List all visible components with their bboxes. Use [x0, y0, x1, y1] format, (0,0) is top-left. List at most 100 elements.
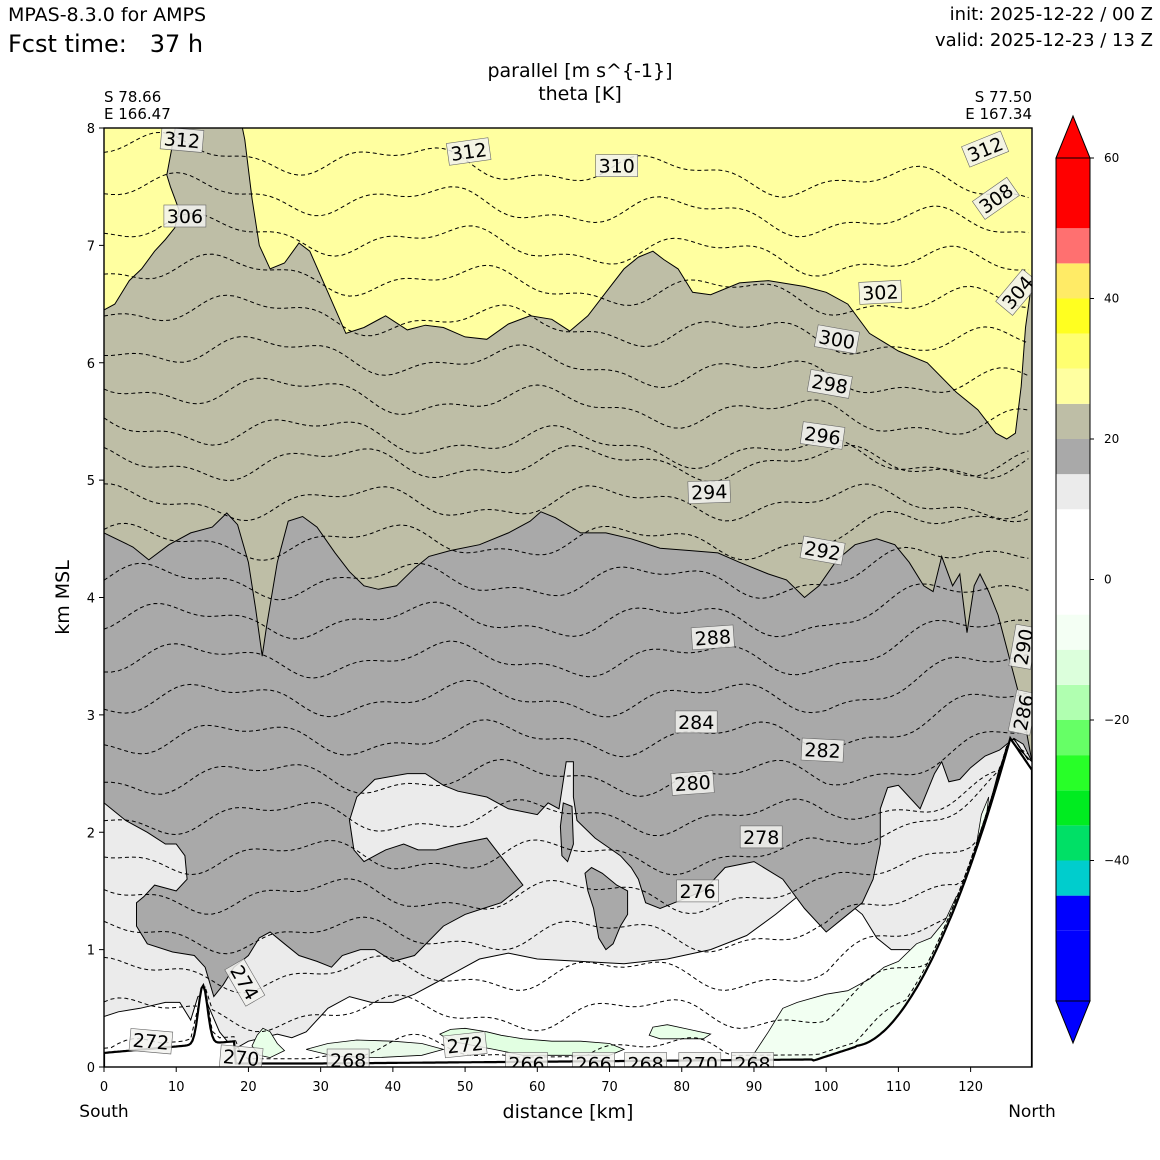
theta-label: 312: [446, 137, 492, 166]
y-axis: 0 1 2 3 4 5 6 7 8: [87, 122, 104, 1076]
colorbar-segment: [1056, 860, 1090, 896]
theta-label: 306: [163, 204, 207, 228]
theta-label-text: 310: [599, 156, 635, 178]
theta-label: 268: [731, 1052, 774, 1067]
theta-label-box: [674, 710, 718, 734]
theta-label-box: [858, 279, 903, 305]
colorbar-segment: [1056, 790, 1090, 826]
theta-label-box: [159, 128, 205, 153]
colorbar-segment: [1056, 439, 1090, 475]
theta-label-box: [676, 879, 719, 903]
theta-label-text: 288: [694, 626, 732, 650]
theta-label: 268: [624, 1052, 667, 1076]
theta-label-text: 286: [1010, 693, 1039, 733]
x-tick-label: 120: [958, 1080, 983, 1095]
theta-contour-284: [104, 654, 1029, 718]
y-axis-label: km MSL: [52, 560, 74, 635]
theta-contour-288: [104, 583, 1029, 640]
start-point-coords: S 78.66 E 166.47: [104, 89, 171, 123]
theta-label: 282: [800, 737, 845, 763]
y-tick-label: 8: [87, 122, 95, 137]
theta-label: 302: [858, 279, 903, 305]
theta-label: 288: [690, 624, 735, 651]
x-tick-label: 60: [529, 1080, 546, 1095]
theta-label-text: 296: [803, 423, 842, 450]
colorbar-segment: [1056, 544, 1090, 580]
theta-contour-294: [104, 483, 1029, 522]
x-tick-label: 20: [240, 1080, 257, 1095]
colorbar-tick-label: −20: [1104, 713, 1129, 727]
chart-title-line2: theta [K]: [538, 83, 622, 105]
theta-label-box: [595, 154, 639, 177]
y-tick-label: 1: [87, 944, 95, 959]
theta-contour-300: [104, 377, 1029, 435]
theta-contour-274: [104, 738, 1029, 915]
x-tick-label: 30: [312, 1080, 329, 1095]
theta-label-box: [739, 825, 783, 849]
theta-contour-278: [104, 768, 1029, 837]
x-tick-label: 110: [886, 1080, 911, 1095]
x-axis-label: distance [km]: [503, 1101, 634, 1123]
theta-label-box: [1007, 689, 1032, 736]
x-tick-label: 10: [168, 1080, 185, 1095]
theta-label-text: 268: [330, 1050, 366, 1072]
theta-label-text: 266: [508, 1054, 544, 1076]
theta-contour-306: [104, 253, 1029, 316]
theta-label: 286: [1007, 689, 1039, 736]
theta-label-box: [799, 535, 846, 566]
forecast-time: Fcst time: 37 h: [8, 30, 203, 58]
colorbar-segment: [1056, 930, 1090, 1001]
theta-label: 294: [687, 479, 731, 505]
theta-label-text: 266: [575, 1054, 611, 1076]
theta-label-text: 270: [682, 1054, 718, 1076]
theta-label-text: 276: [679, 881, 715, 903]
theta-label-box: [731, 1052, 774, 1067]
theta-label-box: [800, 737, 845, 763]
y-tick-label: 0: [87, 1061, 95, 1076]
start-point-lon: E 166.47: [104, 105, 171, 123]
y-tick-label: 4: [87, 592, 95, 607]
theta-label: 278: [739, 825, 783, 849]
theta-contour-296: [104, 444, 1029, 483]
theta-label-box: [690, 624, 735, 651]
theta-label-text: 312: [449, 139, 488, 166]
theta-label-text: 282: [804, 739, 841, 763]
theta-label-box: [961, 130, 1010, 168]
colorbar-segment: [1056, 755, 1090, 791]
theta-contour-308: [104, 212, 1029, 277]
colorbar-segment: [1056, 403, 1090, 439]
theta-contour-268: [104, 738, 1029, 1033]
theta-contour-266: [104, 738, 1029, 1060]
fill-mint-region-3: [648, 1024, 712, 1040]
colorbar-segment: [1056, 368, 1090, 404]
theta-contour-282: [104, 692, 1029, 758]
end-point-lat: S 77.50: [974, 88, 1032, 106]
forecast-time-label: Fcst time:: [8, 30, 127, 58]
x-tick-label: 70: [601, 1080, 618, 1095]
theta-label-box: [687, 479, 731, 504]
colorbar-segment: [1056, 333, 1090, 369]
theta-label-box: [505, 1052, 548, 1067]
theta-contour-292: [104, 510, 1029, 561]
colorbar-segment: [1056, 720, 1090, 756]
colorbar-segment: [1056, 649, 1090, 685]
theta-label-box: [670, 770, 715, 796]
colorbar-segment: [1056, 298, 1090, 334]
theta-contour-312: [104, 131, 1029, 199]
end-point-coords: S 77.50 E 167.34: [965, 89, 1032, 123]
theta-label-text: 278: [743, 827, 779, 849]
theta-label-text: 268: [627, 1054, 663, 1076]
colorbar-tick-label: 20: [1104, 432, 1119, 446]
colorbar-segment: [1056, 614, 1090, 650]
theta-contour-lines: [104, 131, 1029, 1060]
colorbar-segment: [1056, 825, 1090, 861]
theta-label-box: [128, 1028, 174, 1055]
colorbar-tick-label: 0: [1104, 573, 1112, 587]
colorbar-tick-label: −40: [1104, 854, 1129, 868]
theta-label-box: [224, 958, 266, 1007]
y-tick-label: 5: [87, 474, 95, 489]
theta-label: 268: [326, 1048, 370, 1072]
theta-contour-304: [104, 294, 1029, 355]
y-tick-label: 6: [87, 357, 95, 372]
theta-label: 272: [442, 1031, 488, 1059]
